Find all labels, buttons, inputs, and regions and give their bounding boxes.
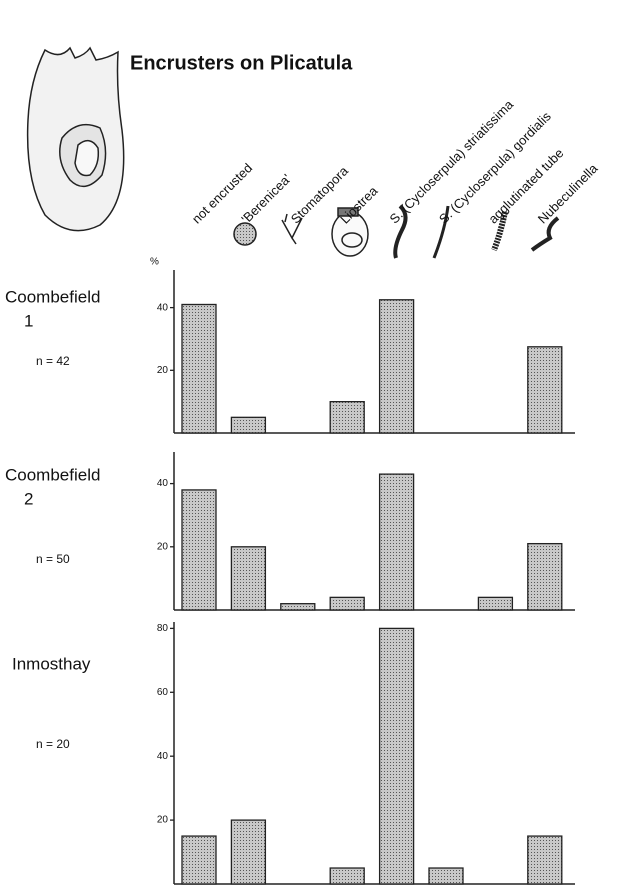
y-unit: % [150, 257, 159, 268]
y-tick-label: 20 [157, 815, 169, 826]
bar [329, 867, 365, 885]
encruster-icons [233, 204, 560, 259]
bar [181, 489, 217, 611]
y-tick-label: 60 [157, 687, 169, 698]
panel-label: 1 [24, 311, 33, 330]
bar [280, 603, 316, 611]
bar [428, 867, 464, 885]
shell-drawing [26, 46, 125, 232]
bar [230, 416, 267, 434]
bar [181, 303, 217, 434]
bar [527, 542, 563, 611]
y-tick-label: 20 [157, 365, 169, 376]
y-tick-label: 40 [157, 302, 169, 313]
bar [329, 401, 365, 434]
chart-title: Encrusters on Plicatula [130, 52, 353, 74]
sample-size: n = 50 [36, 552, 70, 566]
bar [230, 546, 267, 611]
bar [378, 299, 415, 434]
panel-label: Inmosthay [12, 654, 91, 673]
sample-size: n = 20 [36, 737, 70, 751]
y-tick-label: 40 [157, 751, 169, 762]
sample-size: n = 42 [36, 354, 70, 368]
bar [181, 835, 217, 885]
y-tick-label: 80 [157, 623, 169, 634]
bar [230, 819, 267, 885]
y-tick-label: 20 [157, 541, 169, 552]
bar [378, 627, 415, 885]
bar [527, 835, 563, 885]
bar [329, 596, 365, 611]
bar [477, 596, 514, 611]
y-tick-label: 40 [157, 478, 169, 489]
panel-label: Coombefield [5, 465, 100, 484]
bar [527, 346, 563, 434]
bar [378, 473, 415, 611]
panel-label: 2 [24, 489, 33, 508]
panel-label: Coombefield [5, 287, 100, 306]
